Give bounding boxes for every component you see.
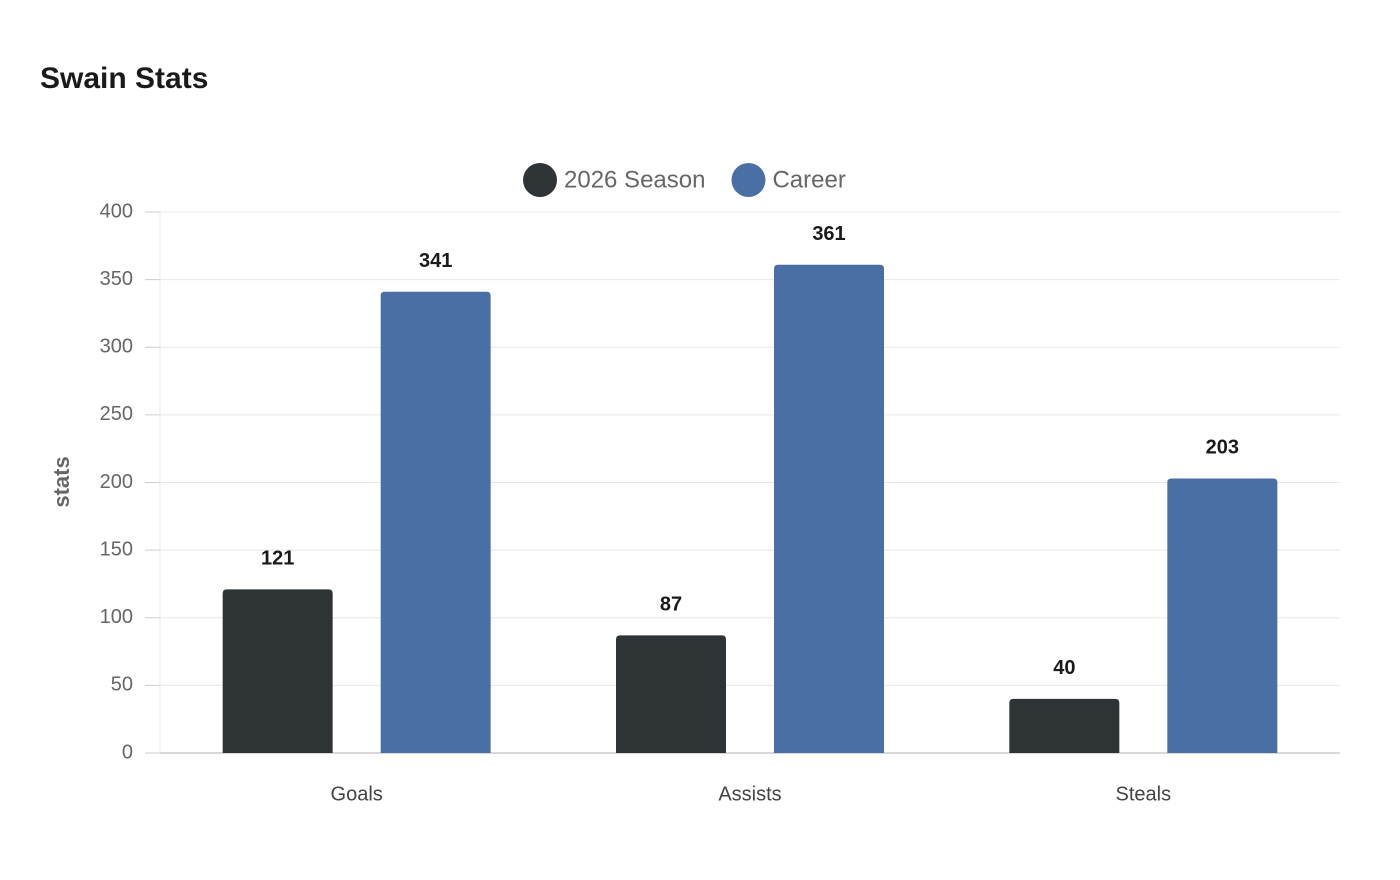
legend-label: 2026 Season <box>564 166 705 193</box>
y-tick-label: 50 <box>111 674 133 696</box>
y-tick-label: 200 <box>100 471 133 493</box>
bar <box>1009 698 1120 753</box>
data-label: 341 <box>419 250 452 272</box>
bar <box>222 589 333 753</box>
y-tick-label: 100 <box>100 606 133 628</box>
y-tick-label: 250 <box>100 403 133 425</box>
x-tick-label: Goals <box>331 783 383 805</box>
legend-marker <box>731 163 766 197</box>
data-label: 361 <box>812 223 845 245</box>
bar <box>380 291 491 753</box>
bar <box>774 264 884 753</box>
legend-label: Career <box>772 166 845 193</box>
y-tick-label: 150 <box>100 538 133 560</box>
y-tick-label: 0 <box>122 741 133 763</box>
x-tick-label: Assists <box>718 783 781 805</box>
bar <box>616 635 726 753</box>
y-axis-label: stats <box>49 456 74 507</box>
y-tick-label: 350 <box>100 268 133 290</box>
x-tick-label: Steals <box>1116 783 1172 805</box>
chart-title: Swain Stats <box>40 62 208 95</box>
legend-marker <box>523 163 557 197</box>
y-tick-label: 300 <box>100 336 133 358</box>
data-label: 87 <box>660 594 682 616</box>
data-label: 40 <box>1053 657 1075 679</box>
data-label: 121 <box>261 548 294 570</box>
data-label: 203 <box>1206 437 1239 459</box>
y-tick-label: 400 <box>100 200 133 222</box>
bar <box>1167 478 1278 753</box>
